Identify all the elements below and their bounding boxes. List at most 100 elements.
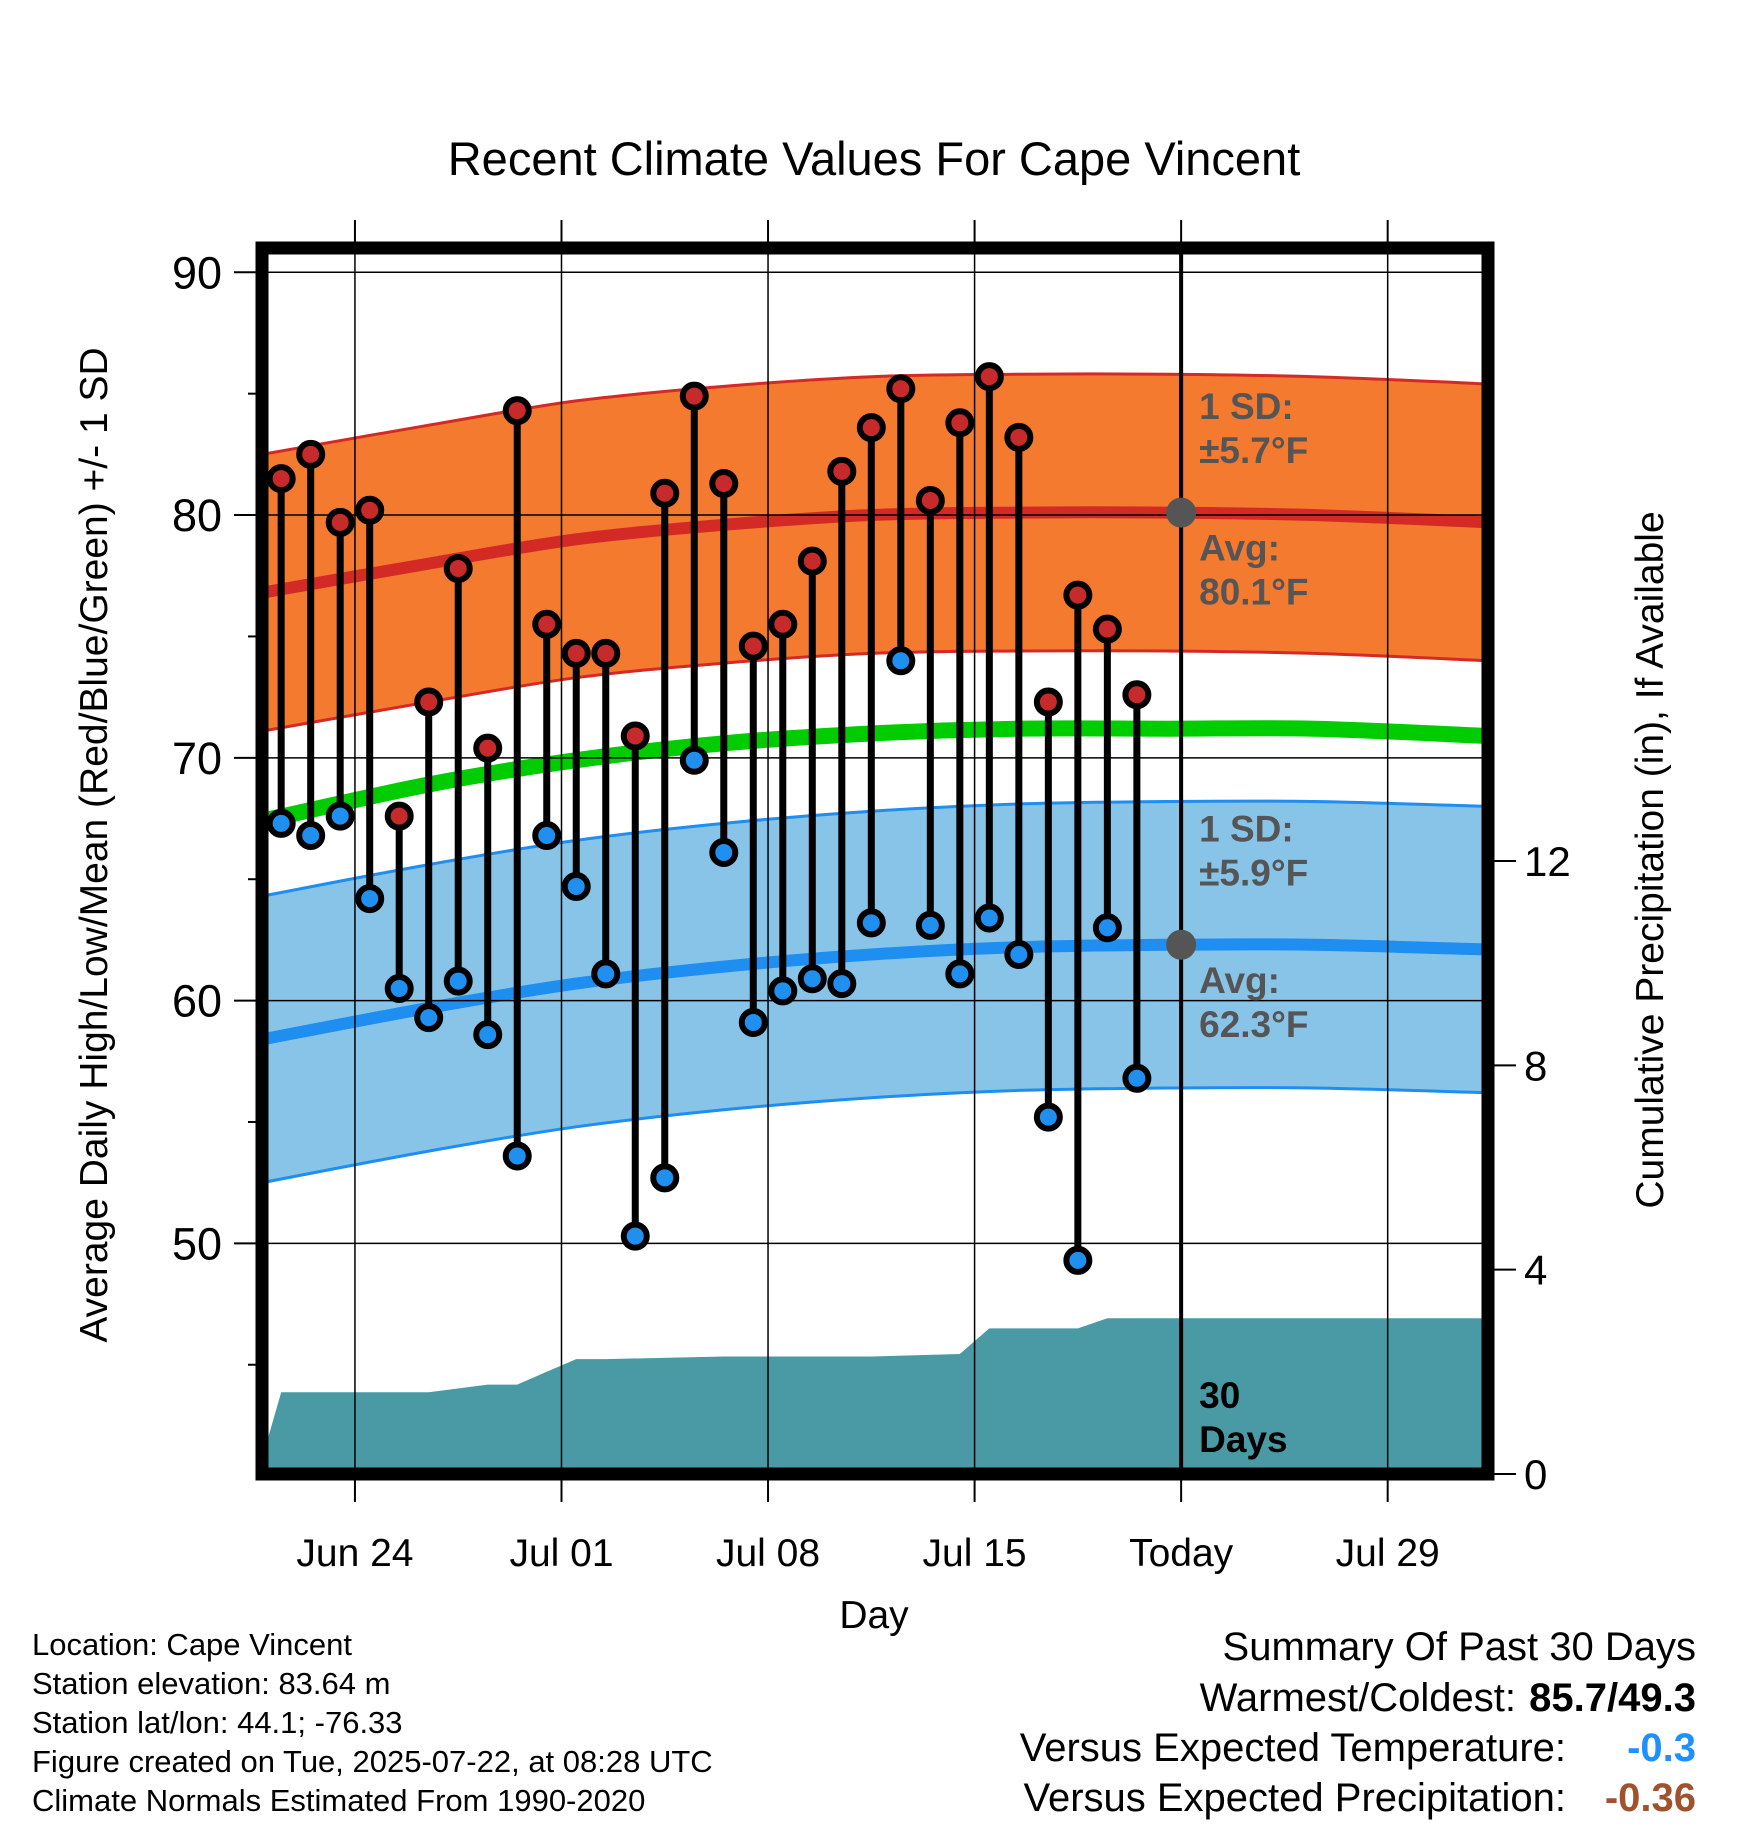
x-tick-label: Jul 29 (1336, 1532, 1440, 1575)
high-point (974, 362, 1004, 392)
high-point (827, 456, 857, 486)
high-point (679, 381, 709, 411)
precip-label: Versus Expected Precipitation: (1023, 1776, 1566, 1820)
x-tick-label: Jun 24 (296, 1532, 413, 1575)
low-avg-value: 62.3°F (1199, 1004, 1308, 1045)
low-point (266, 808, 296, 838)
y-tick-label: 50 (172, 1218, 222, 1269)
x-tick-label: Jul 01 (509, 1532, 613, 1575)
x-tick-label: Jul 08 (716, 1532, 820, 1575)
high-point (502, 396, 532, 426)
high-point (266, 464, 296, 494)
low-point (886, 646, 916, 676)
high-point (591, 638, 621, 668)
low-point (768, 976, 798, 1006)
y-tick-label: 60 (172, 976, 222, 1027)
low-point (974, 903, 1004, 933)
today-high-avg-marker (1166, 497, 1197, 528)
low-point (738, 1007, 768, 1037)
high-point (650, 478, 680, 508)
low-point (1063, 1245, 1093, 1275)
high-point (1004, 422, 1034, 452)
temp-value: -0.3 (1627, 1726, 1696, 1770)
high-sd-label: 1 SD: (1199, 386, 1294, 427)
low-point (709, 838, 739, 868)
summary-title: Summary Of Past 30 Days (1222, 1625, 1696, 1669)
high-point (945, 408, 975, 438)
precip-value: -0.36 (1604, 1776, 1696, 1820)
low-point (1033, 1102, 1063, 1132)
temp-label: Versus Expected Temperature: (1019, 1726, 1566, 1770)
low-point (384, 973, 414, 1003)
x-axis-label: Day (839, 1594, 909, 1637)
today-low-avg-marker (1166, 929, 1197, 960)
y2-tick-label: 0 (1524, 1451, 1547, 1498)
high-point (915, 485, 945, 515)
high-point (296, 439, 326, 469)
high-point (414, 687, 444, 717)
high-point (738, 631, 768, 661)
high-point (1122, 680, 1152, 710)
low-point (679, 745, 709, 775)
warmest-coldest-label: Warmest/Coldest: (1199, 1676, 1516, 1720)
elevation-text: Station elevation: 83.64 m (32, 1666, 391, 1701)
data-marks (266, 248, 1197, 1474)
high-point (473, 733, 503, 763)
low-point (502, 1141, 532, 1171)
high-point (1092, 614, 1122, 644)
high-point (1063, 580, 1093, 610)
created-text: Figure created on Tue, 2025-07-22, at 08… (32, 1744, 713, 1779)
low-point (620, 1221, 650, 1251)
high-sd-value: ±5.7°F (1199, 430, 1308, 471)
chart-title: Recent Climate Values For Cape Vincent (448, 132, 1301, 185)
y-tick-label: 70 (172, 733, 222, 784)
high-point (325, 507, 355, 537)
low-point (591, 959, 621, 989)
high-point (384, 801, 414, 831)
grid-lines (262, 248, 1488, 1474)
low-point (1004, 939, 1034, 969)
low-point (561, 871, 591, 901)
y2-tick-label: 12 (1524, 838, 1571, 885)
low-point (355, 884, 385, 914)
low-point (797, 964, 827, 994)
high-point (532, 609, 562, 639)
low-point (1122, 1063, 1152, 1093)
high-point (886, 374, 916, 404)
low-point (945, 959, 975, 989)
y-axis-label: Average Daily High/Low/Mean (Red/Blue/Gr… (73, 347, 116, 1342)
high-point (443, 553, 473, 583)
low-point (827, 969, 857, 999)
high-point (1033, 687, 1063, 717)
axes: 50 60 70 80 90 0 4 8 12 Jun 24 Jul 01 Jul 08 Jul 15 T… (172, 220, 1571, 1575)
station-info: Location: Cape Vincent Station elevation… (32, 1625, 713, 1820)
latlon-text: Station lat/lon: 44.1; -76.33 (32, 1705, 403, 1740)
low-point (532, 821, 562, 851)
low-point (1092, 913, 1122, 943)
low-point (414, 1003, 444, 1033)
warmest-coldest-value: 85.7/49.3 (1529, 1676, 1696, 1720)
low-point (443, 966, 473, 996)
low-point (473, 1020, 503, 1050)
low-point (650, 1163, 680, 1193)
precip-area (262, 1318, 1488, 1474)
high-avg-label: Avg: (1199, 528, 1280, 569)
low-point (296, 821, 326, 851)
days-word: Days (1199, 1419, 1287, 1460)
high-avg-value: 80.1°F (1199, 572, 1308, 613)
low-avg-label: Avg: (1199, 960, 1280, 1001)
location-text: Location: Cape Vincent (32, 1627, 352, 1662)
low-sd-value: ±5.9°F (1199, 853, 1308, 894)
low-sd-band-lower (262, 1086, 1488, 1185)
low-point (856, 908, 886, 938)
y-tick-label: 90 (172, 247, 222, 298)
high-point (856, 413, 886, 443)
normals-text: Climate Normals Estimated From 1990-2020 (32, 1783, 646, 1818)
y-tick-label: 80 (172, 490, 222, 541)
x-tick-label: Today (1129, 1532, 1234, 1575)
high-point (709, 468, 739, 498)
x-tick-label: Jul 15 (923, 1532, 1027, 1575)
high-point (768, 609, 798, 639)
